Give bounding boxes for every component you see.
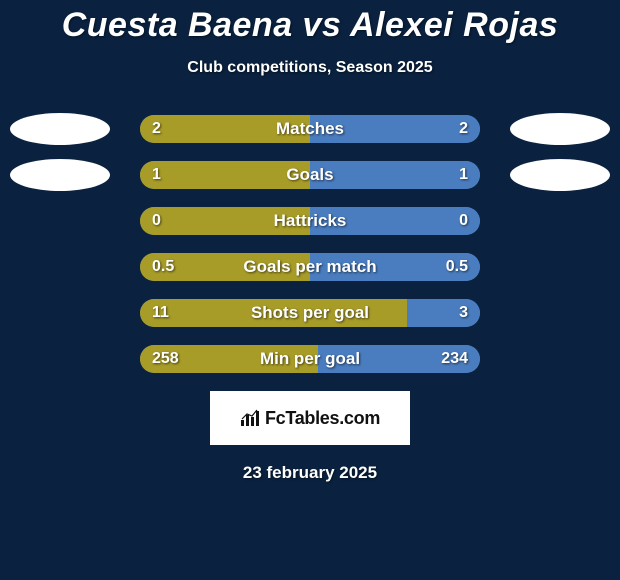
stat-bar-right (318, 345, 480, 373)
stat-bar-left (140, 207, 310, 235)
player-badge-right (510, 159, 610, 191)
player-badge-right (510, 113, 610, 145)
stat-bar-left (140, 161, 310, 189)
stat-bar-left (140, 253, 310, 281)
stat-bar-left (140, 115, 310, 143)
stat-bar-track (140, 115, 480, 143)
stat-bar-track (140, 299, 480, 327)
stat-row: Hattricks00 (0, 207, 620, 235)
stat-bar-track (140, 161, 480, 189)
stat-row: Shots per goal113 (0, 299, 620, 327)
stat-bar-right (310, 115, 480, 143)
comparison-title: Cuesta Baena vs Alexei Rojas (0, 0, 620, 45)
bars-icon (240, 409, 262, 427)
stat-row: Matches22 (0, 115, 620, 143)
stat-bar-track (140, 345, 480, 373)
fctables-logo: FcTables.com (240, 408, 380, 429)
stat-bar-left (140, 299, 407, 327)
stat-bar-right (310, 207, 480, 235)
stat-bar-right (407, 299, 480, 327)
stat-bar-track (140, 207, 480, 235)
stat-bar-right (310, 161, 480, 189)
fctables-logo-text: FcTables.com (265, 408, 380, 429)
fctables-logo-panel: FcTables.com (210, 391, 410, 445)
competition-subtitle: Club competitions, Season 2025 (0, 59, 620, 77)
player-badge-left (10, 113, 110, 145)
stat-row: Goals11 (0, 161, 620, 189)
stat-row: Goals per match0.50.5 (0, 253, 620, 281)
stat-bar-track (140, 253, 480, 281)
stat-row: Min per goal258234 (0, 345, 620, 373)
stat-bar-left (140, 345, 318, 373)
player-badge-left (10, 159, 110, 191)
stats-area: Matches22 Goals11 Hattricks00 Goals per mat… (0, 115, 620, 373)
stat-bar-right (310, 253, 480, 281)
comparison-date: 23 february 2025 (0, 463, 620, 483)
